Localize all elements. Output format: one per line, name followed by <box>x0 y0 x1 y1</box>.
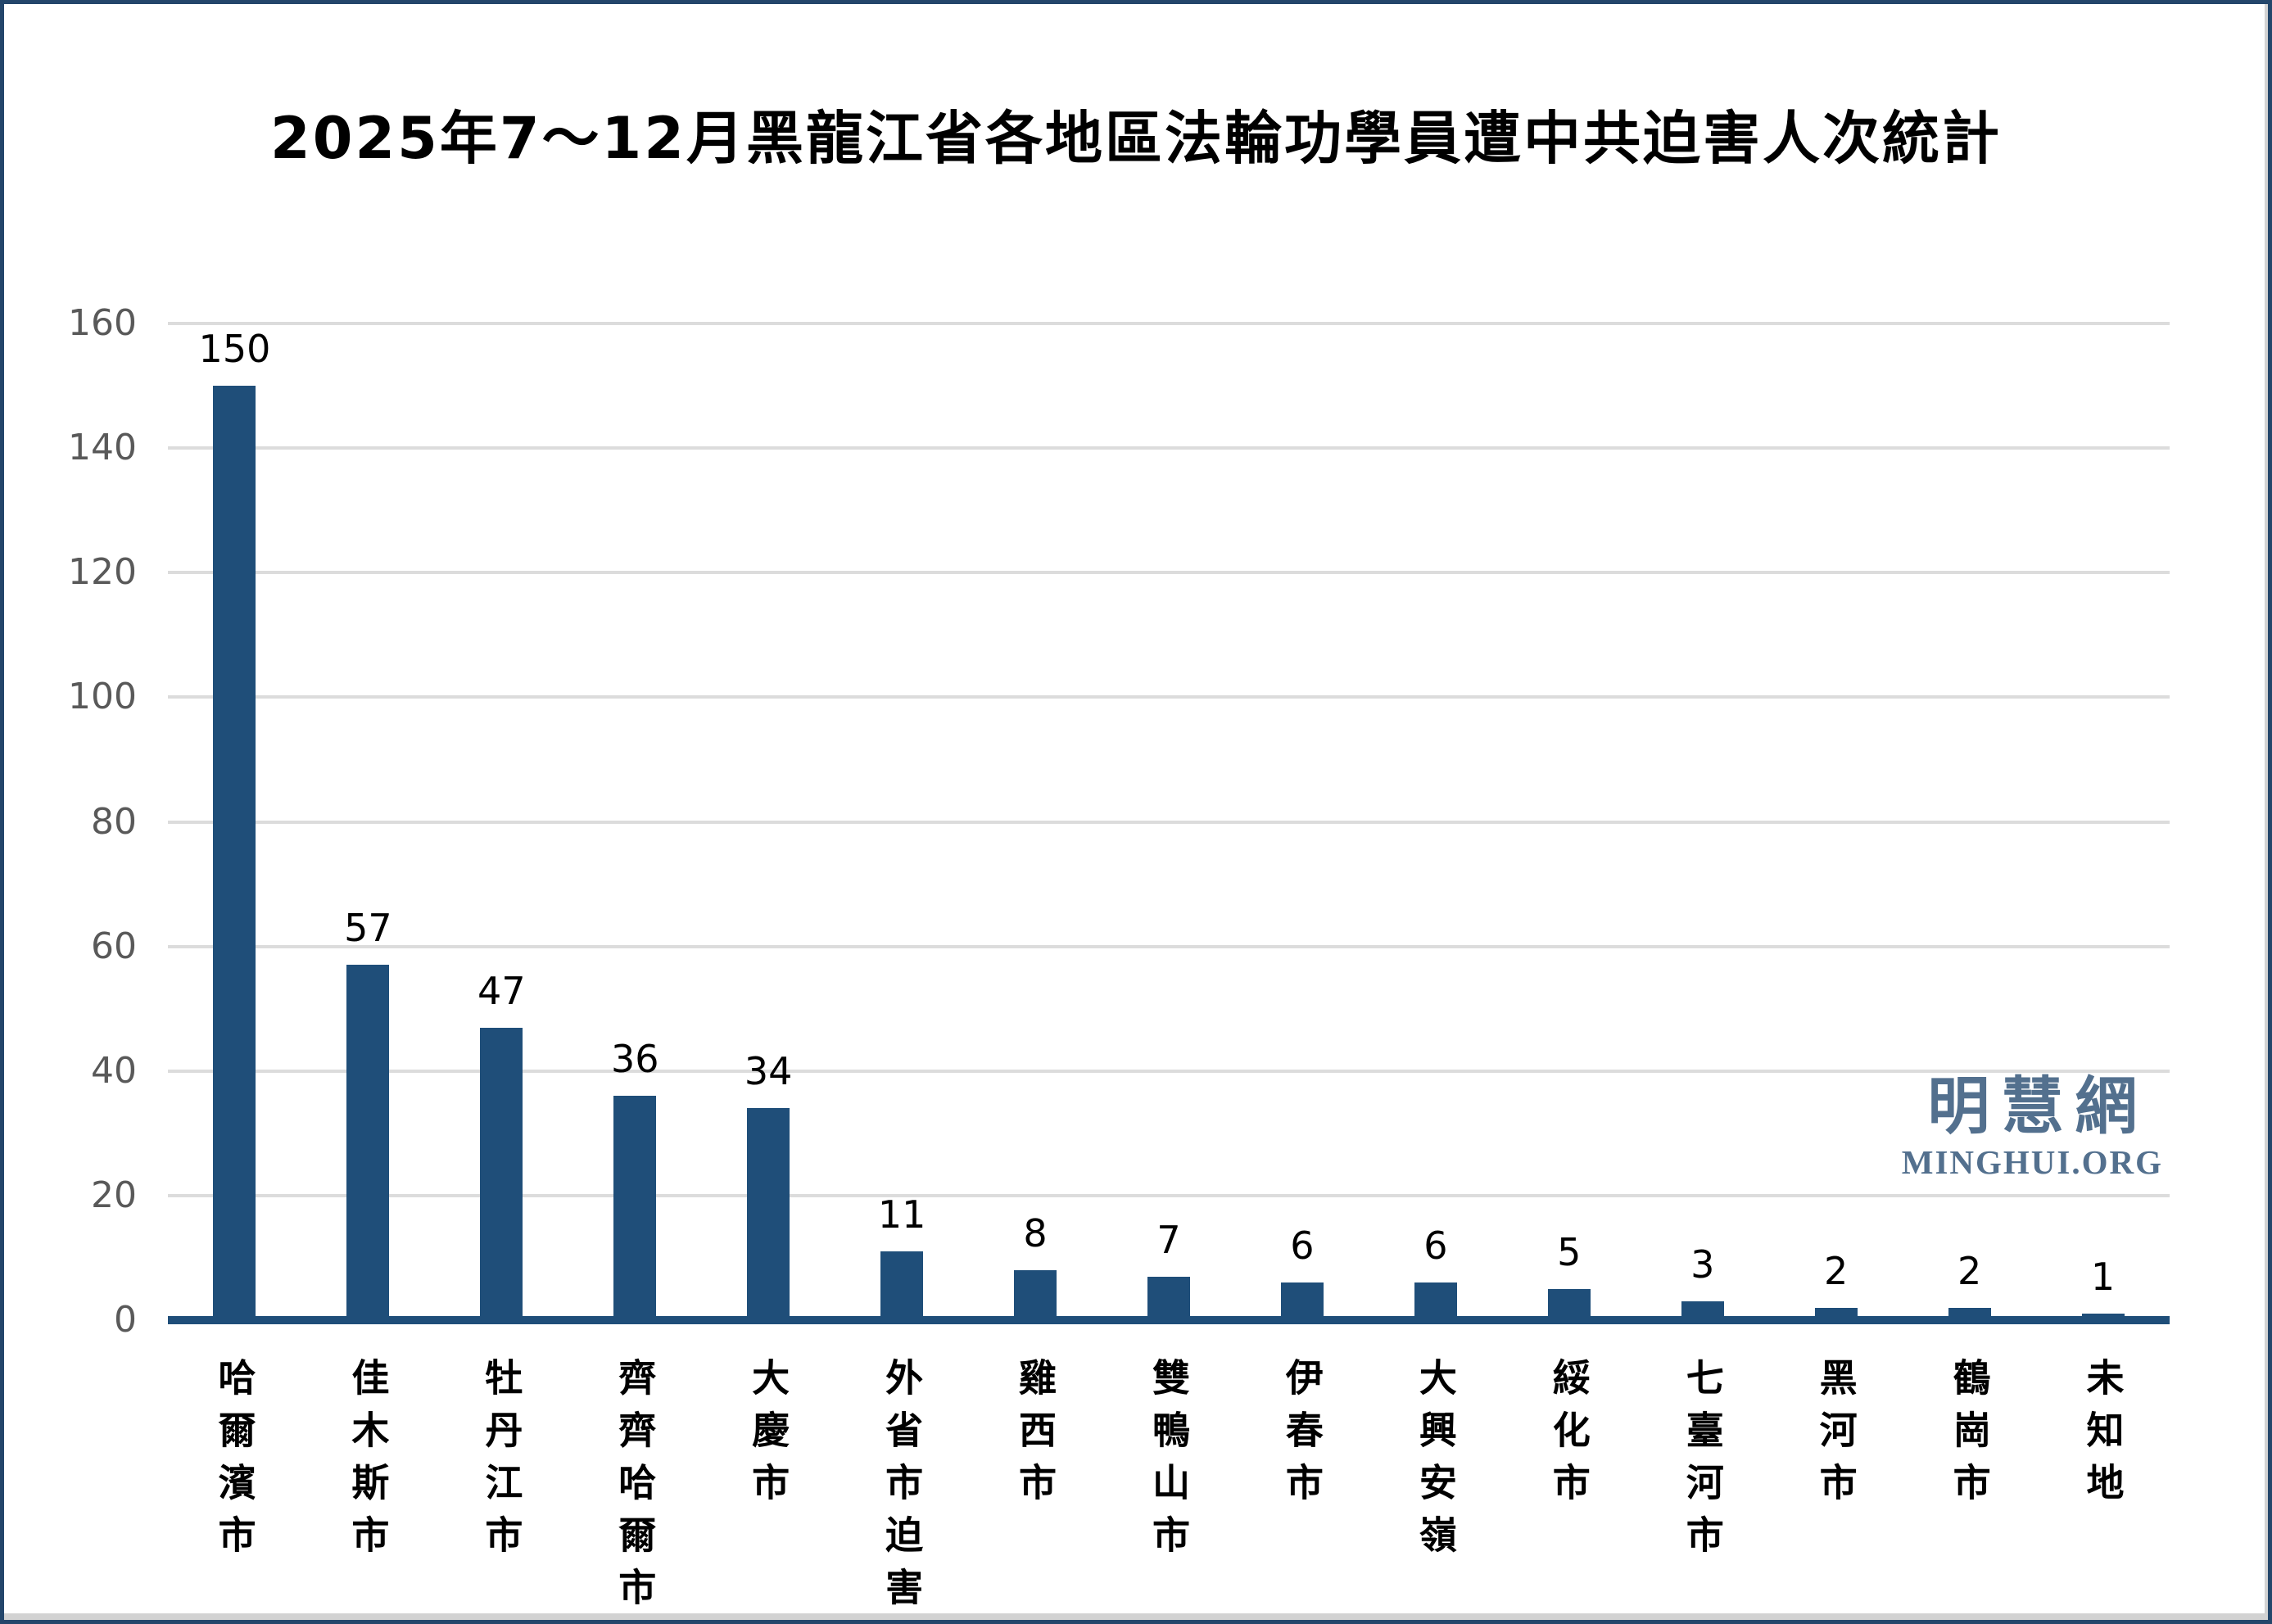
bar-value-label-2: 47 <box>477 968 526 1013</box>
bar-value-label-9: 6 <box>1423 1224 1448 1269</box>
gridline-160 <box>168 322 2170 325</box>
y-tick-label-80: 80 <box>91 800 137 843</box>
bar-value-label-5: 11 <box>877 1192 926 1237</box>
x-axis-label-text: 齊齊哈爾市 <box>613 1358 658 1620</box>
bar-1 <box>346 965 390 1320</box>
bar-value-label-7: 7 <box>1156 1217 1181 1262</box>
x-axis-label-text: 伊春市 <box>1279 1358 1324 1515</box>
y-tick-label-0: 0 <box>114 1299 137 1341</box>
bar-value-label-14: 1 <box>2090 1255 2116 1300</box>
x-axis-label-text: 綏化市 <box>1546 1358 1591 1515</box>
bar-11 <box>1681 1301 1724 1320</box>
y-tick-label-20: 20 <box>91 1174 137 1216</box>
bar-2 <box>480 1027 523 1320</box>
bar-0 <box>213 386 256 1320</box>
x-axis-label-text: 哈爾濱市 <box>212 1358 257 1567</box>
x-axis-label-text: 大慶市 <box>746 1358 791 1515</box>
minghui-watermark: 明慧網 MINGHUI.ORG <box>1902 1075 2163 1179</box>
bar-value-label-6: 8 <box>1023 1211 1048 1256</box>
chart-title: 2025年7～12月黑龍江省各地區法輪功學員遭中共迫害人次統計 <box>270 105 2002 172</box>
bar-9 <box>1414 1282 1457 1320</box>
gridline-140 <box>168 446 2170 450</box>
bar-value-label-1: 57 <box>344 906 392 951</box>
bar-5 <box>880 1251 924 1320</box>
x-axis-label-14: 未知地 <box>2036 1358 2170 1515</box>
bar-value-label-12: 2 <box>1824 1248 1849 1293</box>
x-axis-label-text: 佳木斯市 <box>346 1358 391 1567</box>
x-axis-label-4: 大慶市 <box>702 1358 835 1515</box>
x-axis-label-text: 雞西市 <box>1013 1358 1058 1515</box>
x-axis-label-text: 黑河市 <box>1813 1358 1858 1515</box>
gridline-20 <box>168 1193 2170 1197</box>
x-axis-label-0: 哈爾濱市 <box>168 1358 301 1567</box>
bar-8 <box>1280 1282 1324 1320</box>
y-tick-label-60: 60 <box>91 925 137 967</box>
bar-value-label-3: 36 <box>610 1037 659 1082</box>
x-axis-label-5: 外省市迫害 <box>835 1358 969 1620</box>
x-axis-label-text: 牡丹江市 <box>479 1358 524 1567</box>
x-axis-label-7: 雙鴨山市 <box>1102 1358 1236 1567</box>
bar-6 <box>1014 1270 1057 1320</box>
gridline-120 <box>168 571 2170 575</box>
gridline-80 <box>168 820 2170 824</box>
x-axis-label-6: 雞西市 <box>969 1358 1102 1515</box>
x-axis-label-1: 佳木斯市 <box>301 1358 435 1567</box>
gridline-40 <box>168 1069 2170 1073</box>
minghui-logo-cjk: 明慧網 <box>1927 1070 2149 1142</box>
x-axis-label-text: 未知地 <box>2080 1358 2125 1515</box>
x-axis-label-13: 鶴崗市 <box>1903 1358 2036 1515</box>
bar-value-label-11: 3 <box>1690 1242 1715 1287</box>
bar-value-label-10: 5 <box>1557 1229 1582 1274</box>
y-tick-label-40: 40 <box>91 1049 137 1092</box>
x-axis-label-12: 黑河市 <box>1769 1358 1903 1515</box>
x-axis-line <box>168 1316 2170 1324</box>
x-axis-label-8: 伊春市 <box>1235 1358 1369 1515</box>
y-tick-label-120: 120 <box>68 551 137 594</box>
x-axis-label-text: 鶴崗市 <box>1947 1358 1992 1515</box>
minghui-logo-latin: MINGHUI.ORG <box>1901 1143 2163 1181</box>
x-axis-label-text: 雙鴨山市 <box>1146 1358 1191 1567</box>
x-axis-label-text: 七臺河市 <box>1680 1358 1725 1567</box>
bar-value-label-4: 34 <box>744 1049 793 1094</box>
x-axis-label-text: 外省市迫害 <box>880 1358 925 1620</box>
x-axis-label-2: 牡丹江市 <box>435 1358 568 1567</box>
x-axis-label-10: 綏化市 <box>1502 1358 1636 1515</box>
bar-value-label-8: 6 <box>1290 1224 1315 1269</box>
x-axis-label-9: 大興安嶺 <box>1369 1358 1502 1567</box>
bar-7 <box>1147 1276 1190 1320</box>
y-tick-label-160: 160 <box>68 302 137 344</box>
y-tick-label-100: 100 <box>68 676 137 718</box>
bar-value-label-13: 2 <box>1957 1248 1982 1293</box>
plot-area: 明慧網 MINGHUI.ORG 0 20 40 60 80 100 120 140 160 150… <box>68 305 2170 1620</box>
bar-value-label-0: 150 <box>198 327 271 372</box>
bar-4 <box>747 1108 790 1320</box>
gridline-100 <box>168 695 2170 699</box>
y-tick-label-140: 140 <box>68 427 137 469</box>
x-axis-label-11: 七臺河市 <box>1636 1358 1769 1567</box>
gridline-60 <box>168 944 2170 948</box>
bar-10 <box>1547 1288 1591 1320</box>
bar-3 <box>613 1096 657 1320</box>
x-axis-label-3: 齊齊哈爾市 <box>568 1358 702 1620</box>
x-axis-label-text: 大興安嶺 <box>1413 1358 1458 1567</box>
